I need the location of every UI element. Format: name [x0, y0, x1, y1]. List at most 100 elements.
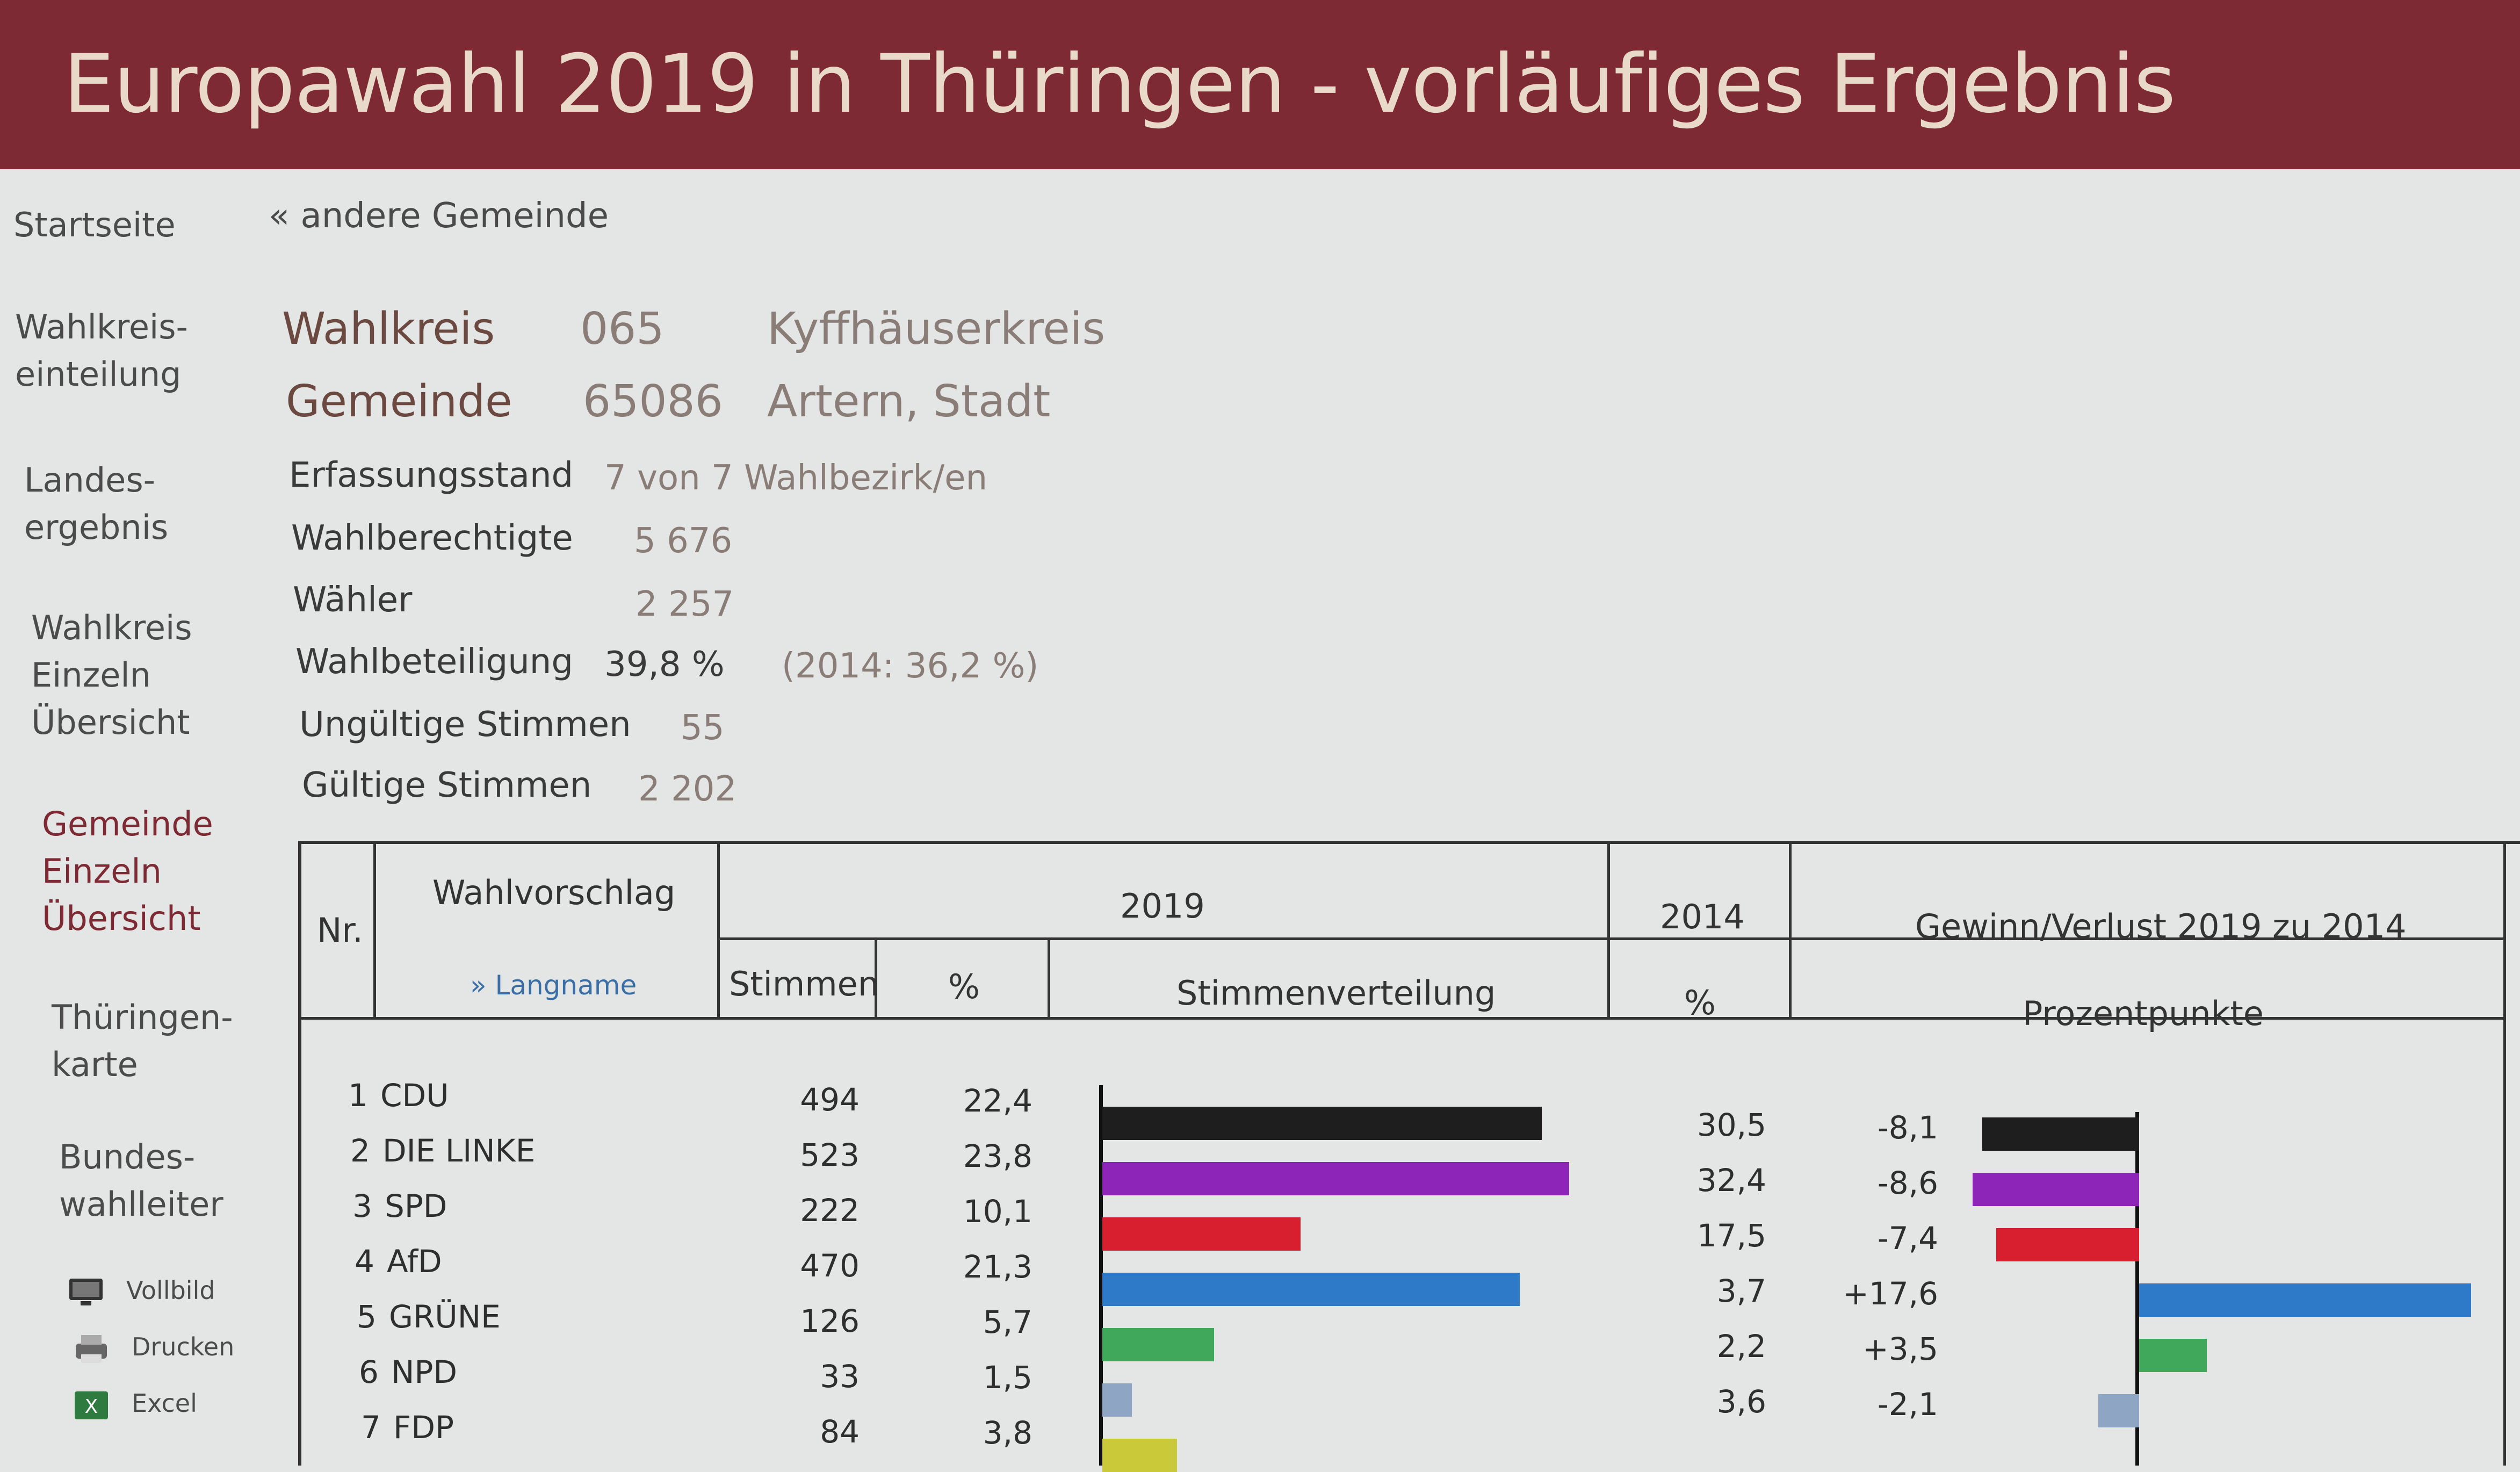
row-stimmen: 84 [820, 1413, 860, 1450]
row-stimmen: 222 [800, 1192, 860, 1229]
vote-share-bar [1102, 1328, 1214, 1361]
row-pct-2014: 3,7 [1716, 1273, 1766, 1309]
nav-landesergebnis[interactable]: Landes- ergebnis [24, 460, 169, 547]
ungueltige-value: 55 [681, 708, 725, 748]
excel-tool[interactable]: X Excel [73, 1389, 197, 1422]
row-party: FDP [393, 1409, 454, 1446]
row-diff: -8,1 [1877, 1109, 1938, 1146]
gemeinde-label: Gemeinde [286, 376, 512, 427]
row-nr: 7 [361, 1409, 381, 1446]
row-party: DIE LINKE [382, 1132, 536, 1169]
nav-wahlkreis-einzeln-uebersicht[interactable]: Wahlkreis Einzeln Übersicht [31, 608, 192, 742]
wahlkreis-label: Wahlkreis [282, 304, 495, 355]
header-2014: 2014 [1660, 897, 1745, 936]
excel-icon: X [73, 1389, 110, 1422]
nav-gemeinde-einzeln-uebersicht[interactable]: Gemeinde Einzeln Übersicht [42, 804, 213, 938]
row-pct-2014: 32,4 [1696, 1162, 1766, 1199]
gain-loss-bar [2139, 1339, 2207, 1372]
nav-bundeswahlleiter[interactable]: Bundes- wahlleiter [59, 1137, 223, 1224]
prozentpunkte-axis [2135, 1112, 2139, 1466]
drucken-tool[interactable]: Drucken [73, 1332, 234, 1365]
vote-share-bar [1102, 1383, 1132, 1417]
row-nr: 6 [359, 1354, 379, 1390]
page-title: Europawahl 2019 in Thüringen - vorläufig… [63, 38, 2176, 131]
row-pct: 1,5 [983, 1359, 1032, 1396]
header-stimmenverteilung: Stimmenverteilung [1176, 973, 1496, 1013]
vote-share-bar [1102, 1439, 1177, 1472]
excel-label: Excel [132, 1389, 197, 1418]
col-line-right [2503, 841, 2506, 1466]
vote-share-bar [1102, 1162, 1569, 1195]
col-line-2014 [1789, 841, 1792, 1018]
stimmenverteilung-axis [1099, 1085, 1103, 1466]
header-pct-2014: % [1684, 983, 1716, 1022]
monitor-icon [67, 1276, 105, 1309]
row-party: CDU [380, 1077, 449, 1114]
vote-share-bar [1102, 1273, 1520, 1306]
row-nr: 3 [352, 1188, 372, 1224]
gain-loss-bar [2139, 1283, 2471, 1317]
waehler-label: Wähler [293, 580, 413, 620]
langname-link[interactable]: » Langname [470, 970, 637, 1001]
header-wahlvorschlag: Wahlvorschlag [432, 873, 676, 912]
col-line-wahlvorschlag [717, 841, 720, 1018]
row-stimmen: 494 [800, 1081, 860, 1118]
row-pct: 5,7 [983, 1304, 1032, 1340]
gemeinde-code: 65086 [583, 376, 723, 427]
header-gewinn-verlust: Gewinn/Verlust 2019 zu 2014 [1915, 907, 2407, 946]
row-diff: +17,6 [1843, 1275, 1938, 1312]
page-header: Europawahl 2019 in Thüringen - vorläufig… [0, 0, 2520, 169]
row-pct: 21,3 [963, 1249, 1032, 1285]
row-nr: 2 [350, 1132, 370, 1169]
wahlberechtigte-value: 5 676 [634, 521, 733, 561]
vollbild-tool[interactable]: Vollbild [67, 1276, 215, 1309]
header-nr: Nr. [317, 911, 363, 950]
gain-loss-bar [1973, 1173, 2139, 1206]
header-bottom-line [301, 1017, 2506, 1020]
row-pct-2014: 30,5 [1696, 1107, 1766, 1143]
row-stimmen: 470 [800, 1247, 860, 1284]
row-pct-2014: 17,5 [1696, 1217, 1766, 1254]
row-party: SPD [385, 1188, 447, 1224]
row-nr: 5 [357, 1298, 377, 1335]
wahlbeteiligung-2014: (2014: 36,2 %) [782, 646, 1039, 686]
nav-thueringenkarte[interactable]: Thüringen- karte [52, 998, 233, 1084]
row-stimmen: 33 [820, 1358, 860, 1395]
col-line-stimmen [875, 937, 877, 1018]
back-link-andere-gemeinde[interactable]: « andere Gemeinde [269, 196, 609, 236]
header-2019: 2019 [1120, 886, 1205, 926]
waehler-value: 2 257 [636, 585, 734, 624]
ungueltige-label: Ungültige Stimmen [299, 705, 631, 745]
gain-loss-bar [1982, 1117, 2139, 1151]
row-pct-2014: 3,6 [1716, 1383, 1766, 1420]
gain-loss-bar [1996, 1228, 2139, 1261]
row-pct: 23,8 [963, 1138, 1032, 1174]
nav-startseite[interactable]: Startseite [13, 205, 176, 244]
gain-loss-bar [2098, 1394, 2139, 1427]
wahlbeteiligung-value: 39,8 % [604, 645, 725, 684]
erfassungsstand-value: 7 von 7 Wahlbezirk/en [604, 458, 988, 498]
vote-share-bar [1102, 1107, 1542, 1140]
svg-text:X: X [85, 1396, 98, 1418]
erfassungsstand-label: Erfassungsstand [289, 456, 574, 495]
header-prozentpunkte: Prozentpunkte [2023, 994, 2264, 1033]
gueltige-label: Gültige Stimmen [302, 766, 592, 805]
row-pct: 3,8 [983, 1415, 1032, 1451]
row-pct: 10,1 [963, 1193, 1032, 1230]
row-pct-2014: 2,2 [1716, 1328, 1766, 1365]
nav-wahlkreiseinteilung[interactable]: Wahlkreis- einteilung [15, 307, 188, 394]
wahlkreis-code: 065 [580, 304, 665, 355]
wahlbeteiligung-label: Wahlbeteiligung [295, 642, 573, 682]
row-diff: -7,4 [1877, 1220, 1938, 1257]
col-line-nr [373, 841, 376, 1018]
header-pct: % [948, 967, 980, 1006]
drucken-label: Drucken [132, 1332, 235, 1361]
row-diff: -2,1 [1877, 1386, 1938, 1423]
wahlberechtigte-label: Wahlberechtigte [291, 518, 573, 558]
table-top-line [298, 841, 2520, 843]
header-stimmen: Stimmen [729, 964, 879, 1004]
row-diff: +3,5 [1862, 1331, 1938, 1367]
gueltige-value: 2 202 [638, 769, 737, 809]
row-stimmen: 523 [800, 1137, 860, 1173]
row-stimmen: 126 [800, 1303, 860, 1339]
